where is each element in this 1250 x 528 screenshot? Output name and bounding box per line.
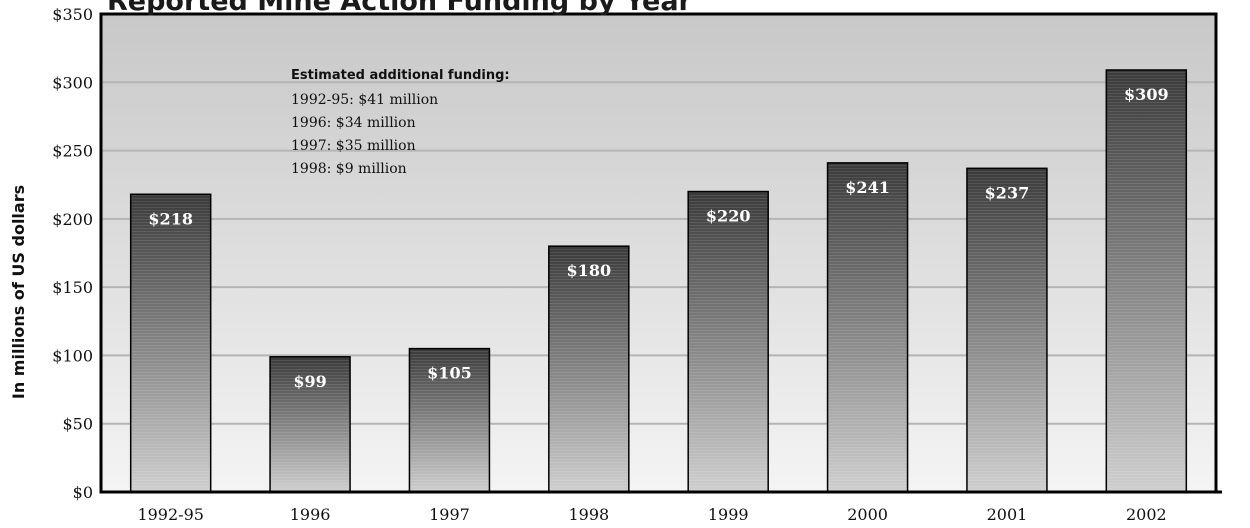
bar-texture [828, 163, 907, 491]
annotation-line: 1996: $34 million [291, 115, 416, 131]
bar-texture [1107, 70, 1186, 491]
data-label: $220 [706, 207, 751, 226]
x-tick-label: 1997 [429, 505, 470, 524]
bar-texture [271, 357, 350, 491]
x-tick-label: 2000 [847, 505, 888, 524]
chart-title: Reported Mine Action Funding by Year [107, 0, 693, 17]
x-tick-label: 1996 [290, 505, 331, 524]
bar-texture [131, 195, 210, 491]
y-tick-label: $250 [52, 142, 93, 161]
annotation-line: 1997: $35 million [291, 138, 416, 154]
y-tick-label: $300 [52, 73, 93, 92]
data-label: $241 [845, 178, 890, 197]
data-label: $218 [148, 209, 193, 228]
y-tick-label: $150 [52, 278, 93, 297]
data-labels: $218 $99 $105 $180 $220 $241 $237 $309 [148, 85, 1168, 391]
bar-texture [689, 192, 768, 492]
data-label: $105 [427, 364, 472, 383]
data-label: $180 [567, 261, 612, 280]
bar-texture [967, 169, 1046, 491]
data-label: $237 [985, 183, 1030, 202]
data-label: $99 [293, 372, 326, 391]
y-tick-label: $100 [52, 346, 93, 365]
x-tick-labels: 1992-95 1996 1997 1998 1999 2000 2001 2002 [137, 505, 1166, 524]
y-tick-label: $0 [73, 483, 93, 502]
bar-texture [549, 247, 628, 491]
annotation-box: Estimated additional funding: 1992-95: $… [291, 68, 510, 177]
x-tick-label: 1992-95 [137, 505, 203, 524]
data-label: $309 [1124, 85, 1169, 104]
annotation-line: 1998: $9 million [291, 161, 407, 177]
bars [129, 69, 1188, 493]
y-tick-labels: $0 $50 $100 $150 $200 $250 $300 $350 [52, 5, 93, 502]
x-tick-label: 2002 [1126, 505, 1167, 524]
y-axis-label: In millions of US dollars [9, 185, 28, 399]
y-tick-label: $50 [62, 415, 93, 434]
x-tick-label: 1998 [568, 505, 609, 524]
x-tick-label: 1999 [708, 505, 749, 524]
y-tick-label: $350 [52, 5, 93, 24]
annotation-heading: Estimated additional funding: [291, 68, 510, 83]
y-tick-label: $200 [52, 210, 93, 229]
x-tick-label: 2001 [987, 505, 1028, 524]
annotation-line: 1992-95: $41 million [291, 92, 438, 108]
plot-area [101, 14, 1216, 492]
bar-texture [410, 349, 489, 491]
